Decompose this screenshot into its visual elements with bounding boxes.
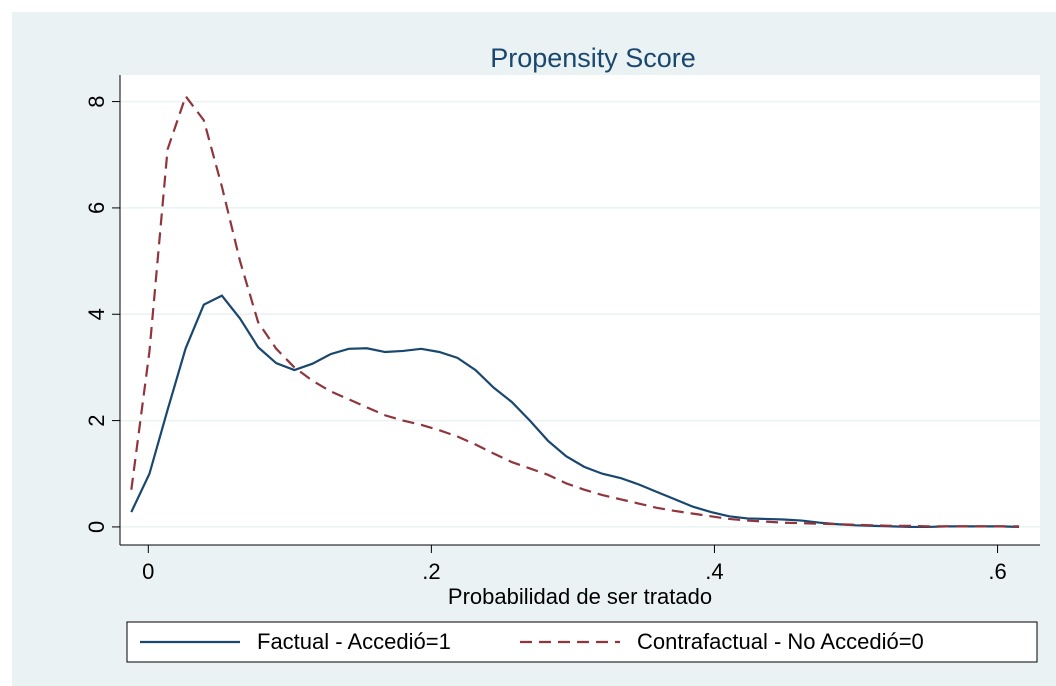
y-tick-label: 0 [84, 521, 109, 533]
y-tick-label: 6 [84, 202, 109, 214]
series-line [130, 93, 1020, 528]
plot-area [120, 75, 1040, 545]
y-tick-label: 2 [84, 414, 109, 426]
legend-label: Contrafactual - No Accedió=0 [637, 629, 924, 654]
x-tick-label: 0 [142, 559, 154, 584]
chart-title: Propensity Score [490, 43, 696, 73]
y-tick-label: 4 [84, 308, 109, 320]
legend-box [126, 621, 1038, 663]
x-tick-label: .6 [988, 559, 1006, 584]
x-axis-label: Probabilidad de ser tratado [448, 584, 712, 609]
x-tick-label: .2 [422, 559, 440, 584]
legend-label: Factual - Accedió=1 [257, 629, 451, 654]
y-tick-label: 8 [84, 95, 109, 107]
x-tick-label: .4 [705, 559, 723, 584]
